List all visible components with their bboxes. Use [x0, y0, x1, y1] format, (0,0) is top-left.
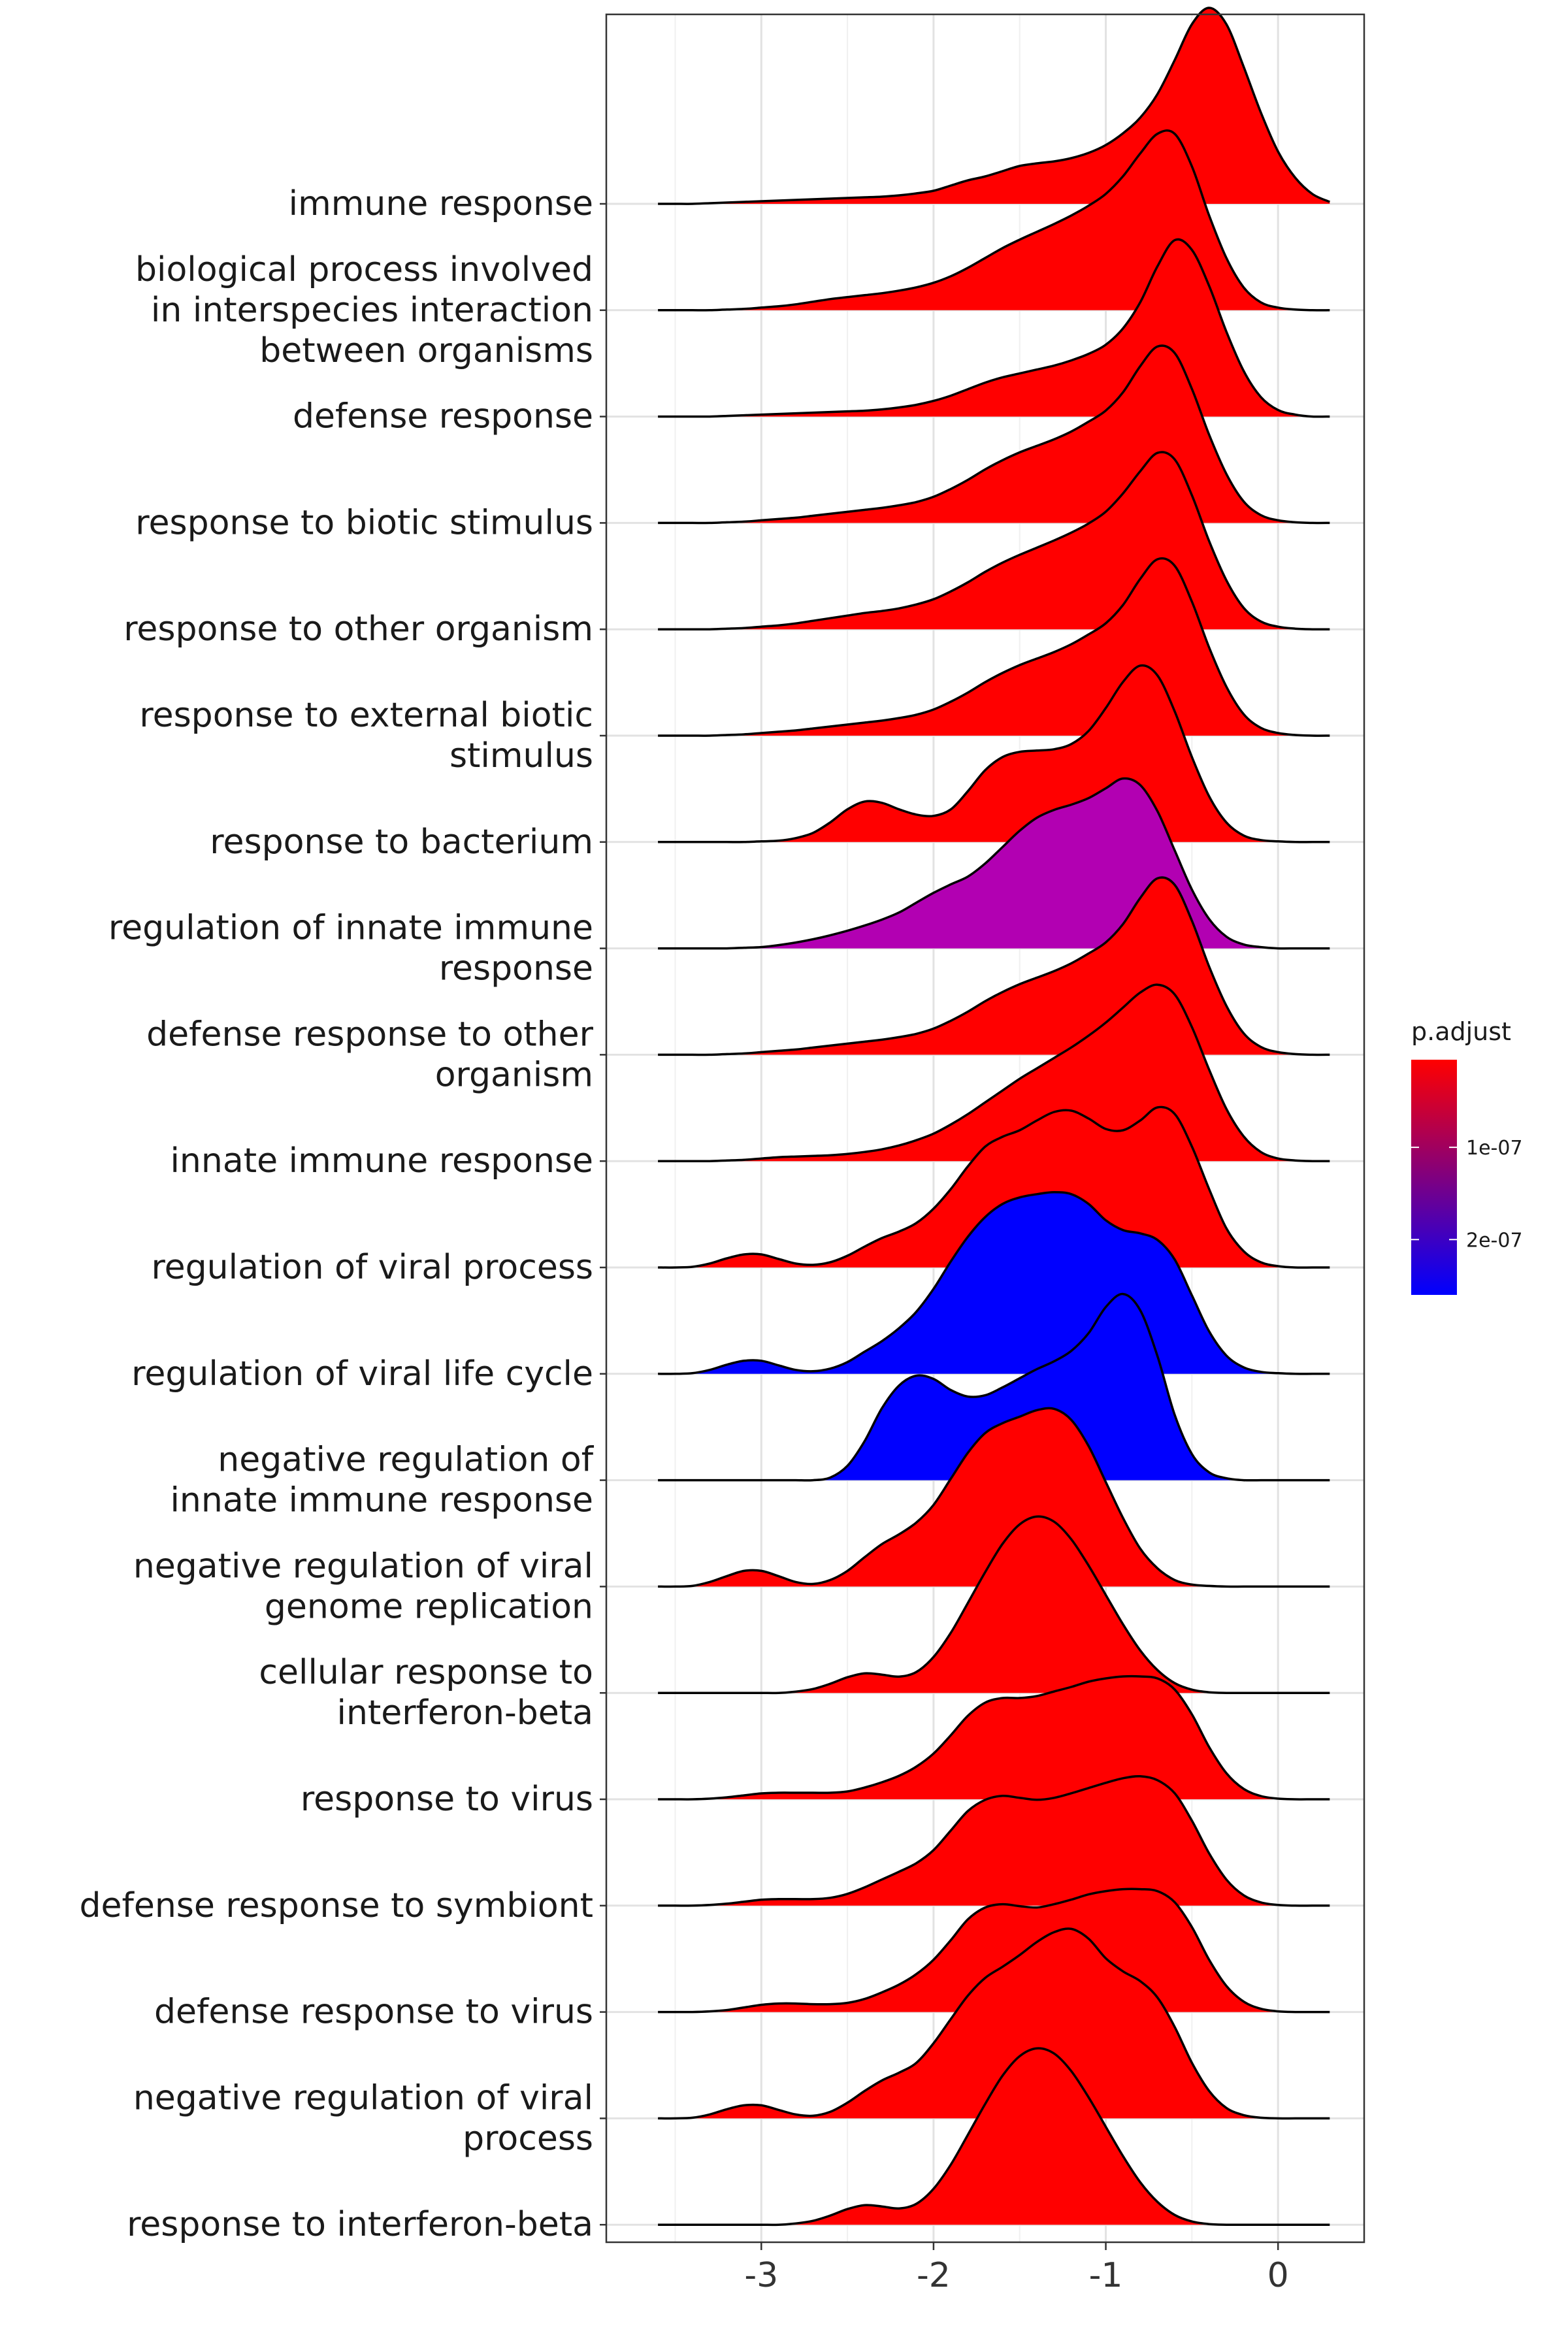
y-tick-label: response to biotic stimulus	[135, 503, 593, 542]
y-tick-label: negative regulation of viral genome repli…	[133, 1546, 593, 1626]
ridge-outline	[658, 129, 1330, 312]
y-tick-label: response to external biotic stimulus	[139, 696, 593, 776]
ridge-outline	[658, 557, 1330, 737]
ridge-13	[658, 1407, 1330, 1588]
x-tick-label: -3	[744, 2256, 778, 2295]
y-tick-label: response to bacterium	[210, 823, 593, 862]
x-axis: -3 -2 -1 0	[744, 2242, 1289, 2295]
ridge-fill	[658, 1516, 1330, 1693]
ridge-outline	[658, 1105, 1330, 1269]
ridge-outline	[658, 238, 1330, 418]
ridge-outline	[658, 1674, 1330, 1801]
ridge-outline	[658, 876, 1330, 1056]
ridge-outline	[658, 1927, 1330, 2120]
ridge-outline	[658, 664, 1330, 843]
ridge-11	[658, 1191, 1330, 1375]
y-tick-label: defense response to other organism	[146, 1015, 593, 1094]
ridge-outline	[658, 777, 1330, 950]
ridge-fill	[658, 1776, 1330, 1906]
ridge-10	[658, 1105, 1330, 1269]
y-tick-label: response to other organism	[123, 610, 593, 649]
legend-title: p.adjust	[1411, 1017, 1511, 1046]
x-tick-label: 0	[1267, 2256, 1289, 2295]
ridge-19	[658, 2047, 1330, 2227]
ridge-16	[658, 1774, 1330, 1907]
y-tick-label: response to interferon-beta	[127, 2205, 593, 2244]
ridge-fill	[658, 1928, 1330, 2119]
ridge-fill	[658, 2048, 1330, 2225]
ridge-outline	[658, 983, 1330, 1163]
ridge-outline	[658, 451, 1330, 631]
x-tick-label: -2	[917, 2256, 951, 2295]
y-tick-label: negative regulation of viral process	[133, 2078, 593, 2158]
ridge-15	[658, 1674, 1330, 1801]
legend-colorbar	[1411, 1060, 1457, 1295]
ridge-outline	[658, 344, 1330, 525]
legend: p.adjust 1e-07 2e-07	[1411, 1017, 1523, 1295]
y-tick-label: defense response to virus	[154, 1993, 593, 2032]
y-tick-label: biological process involved in interspeci…	[135, 250, 593, 370]
y-tick-label: regulation of innate immune response	[108, 909, 593, 988]
y-tick-label: regulation of viral process	[151, 1248, 593, 1287]
x-tick-label: -1	[1089, 2256, 1123, 2295]
ridge-17	[658, 1887, 1330, 2014]
ridge-14	[658, 1515, 1330, 1695]
y-tick-label: defense response	[293, 397, 593, 436]
legend-tick-label: 2e-07	[1466, 1229, 1523, 1252]
panel-border	[605, 13, 1365, 2244]
y-tick-label: cellular response to interferon-beta	[259, 1653, 593, 1733]
legend-tick-label: 1e-07	[1466, 1137, 1523, 1160]
ridges	[658, 7, 1331, 2227]
ridge-fill	[658, 1107, 1330, 1268]
y-tick-label: innate immune response	[170, 1141, 593, 1181]
y-tick-label: immune response	[289, 184, 593, 223]
ridge-outline	[658, 1515, 1330, 1695]
ridge-fill	[658, 1294, 1330, 1480]
ridge-fill	[658, 1676, 1330, 1800]
ridge-fill	[658, 665, 1330, 842]
ridge-outline	[658, 1292, 1330, 1482]
y-tick-label: response to virus	[301, 1780, 593, 1819]
ridge-outline	[658, 2047, 1330, 2227]
ridge-18	[658, 1927, 1330, 2120]
ridge-outline	[658, 1774, 1330, 1907]
ridge-outline	[658, 1191, 1330, 1375]
ridge-6	[658, 664, 1330, 843]
ridge-outline	[658, 7, 1331, 205]
legend-ticks: 1e-07 2e-07	[1411, 1137, 1523, 1252]
y-axis: immune response biological process involv…	[80, 184, 606, 2244]
ridge-12	[658, 1292, 1330, 1482]
ridge-fill	[658, 1408, 1330, 1587]
ridge-fill	[658, 1889, 1330, 2012]
ridge-fill	[658, 1192, 1330, 1374]
y-tick-label: negative regulation of innate immune resp…	[170, 1441, 594, 1520]
y-tick-label: regulation of viral life cycle	[131, 1354, 593, 1394]
ridge-outline	[658, 1407, 1330, 1588]
y-tick-label: defense response to symbiont	[80, 1886, 593, 1925]
ridge-outline	[658, 1887, 1330, 2014]
